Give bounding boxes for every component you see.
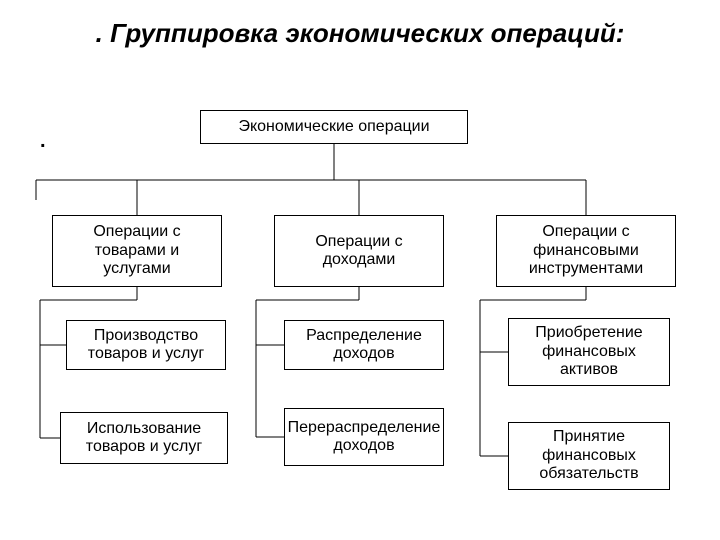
- node-production: Производство товаров и услуг: [66, 320, 226, 370]
- node-label: Производство товаров и услуг: [73, 327, 219, 364]
- bullet-dot: .: [40, 130, 46, 153]
- node-label: Принятие финансовых обязательств: [515, 428, 663, 483]
- node-label: Распределение доходов: [291, 327, 437, 364]
- node-goods-services: Операции с товарами и услугами: [52, 215, 222, 287]
- node-label: Операции с товарами и услугами: [59, 223, 215, 278]
- node-label: Операции с финансовыми инструментами: [503, 223, 669, 278]
- node-label: Операции с доходами: [281, 233, 437, 270]
- node-label: Приобретение финансовых активов: [515, 324, 663, 379]
- node-financial-instruments: Операции с финансовыми инструментами: [496, 215, 676, 287]
- node-distribution: Распределение доходов: [284, 320, 444, 370]
- node-label: Перераспределение доходов: [288, 419, 441, 456]
- page-title: . Группировка экономических операций:: [0, 0, 720, 49]
- node-label: Использование товаров и услуг: [67, 420, 221, 457]
- node-root: Экономические операции: [200, 110, 468, 144]
- node-acquire-assets: Приобретение финансовых активов: [508, 318, 670, 386]
- node-income: Операции с доходами: [274, 215, 444, 287]
- node-usage: Использование товаров и услуг: [60, 412, 228, 464]
- node-redistribution: Перераспределение доходов: [284, 408, 444, 466]
- node-accept-liabilities: Принятие финансовых обязательств: [508, 422, 670, 490]
- node-label: Экономические операции: [238, 118, 429, 136]
